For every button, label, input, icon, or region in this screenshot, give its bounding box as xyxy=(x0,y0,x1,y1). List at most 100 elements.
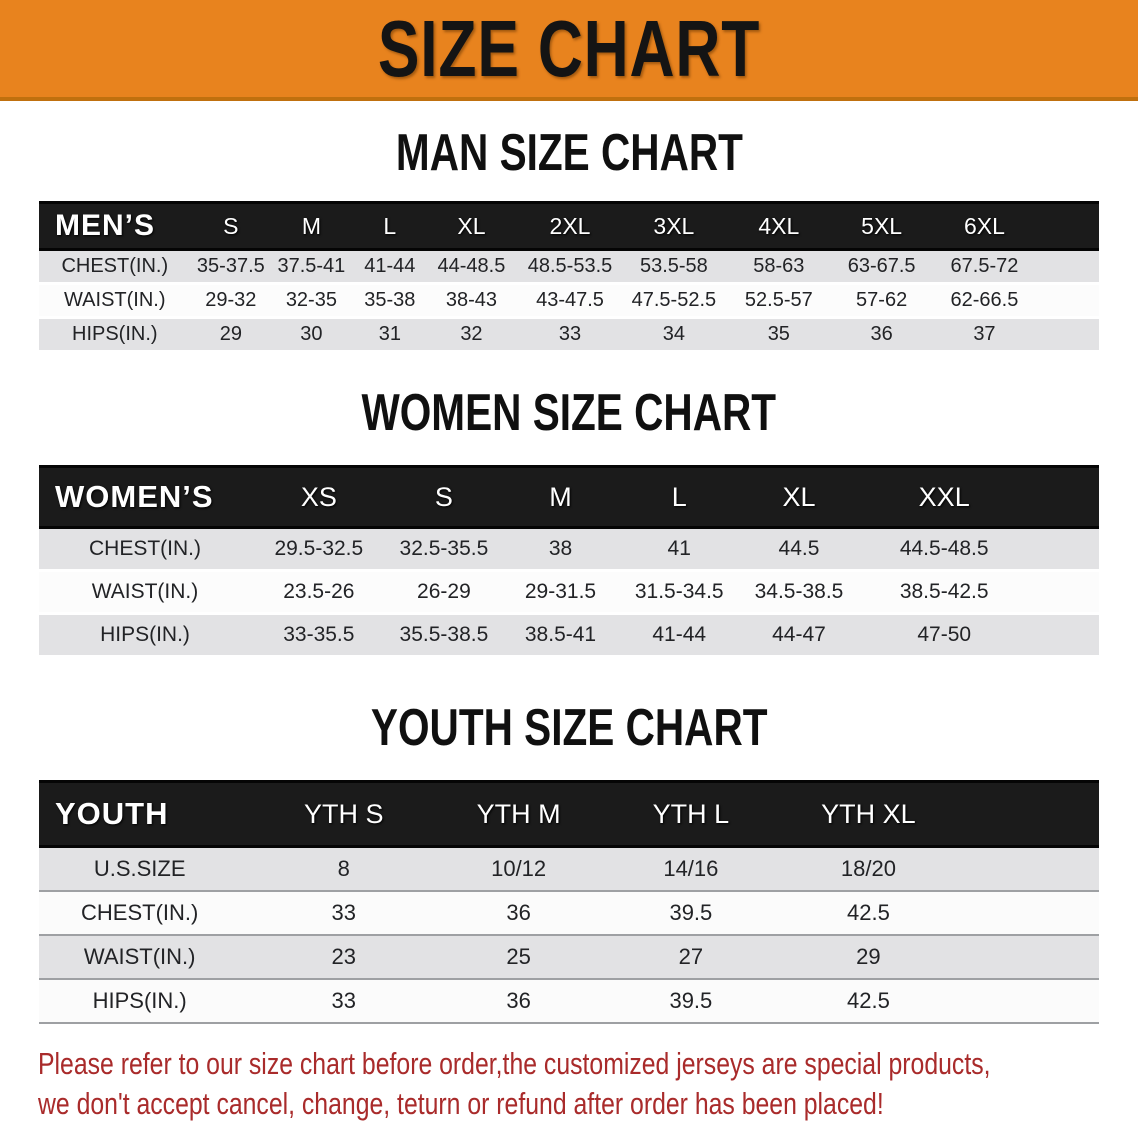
measurement-row-label: CHEST(IN.) xyxy=(39,249,191,285)
size-value: 31.5-34.5 xyxy=(619,570,739,615)
header-filler-cell xyxy=(945,780,1099,848)
size-value: 47-50 xyxy=(859,613,1029,658)
size-column-header: S xyxy=(386,465,502,529)
size-value: 29-31.5 xyxy=(501,570,620,615)
size-header-row: WOMEN’S XS S M L XL XXL xyxy=(39,465,1099,529)
men-section-heading: MAN SIZE CHART xyxy=(0,101,1138,201)
size-column-header: YTH L xyxy=(590,780,792,848)
size-value: 52.5-57 xyxy=(722,283,835,319)
size-value: 32-35 xyxy=(271,283,352,319)
size-value: 10/12 xyxy=(447,845,591,892)
size-value: 26-29 xyxy=(386,570,502,615)
size-chart-banner: SIZE CHART xyxy=(0,0,1138,101)
measurement-row: HIPS(IN.) 33 36 39.5 42.5 xyxy=(39,979,1099,1024)
size-value: 35.5-38.5 xyxy=(386,613,502,658)
size-value: 14/16 xyxy=(590,845,792,892)
size-value: 47.5-52.5 xyxy=(625,283,723,319)
youth-size-table: YOUTH YTH S YTH M YTH L YTH XL U.S.SIZE 8 10/12… xyxy=(39,780,1099,1024)
size-value: 38.5-42.5 xyxy=(859,570,1029,615)
size-value: 41-44 xyxy=(619,613,739,658)
size-value: 23.5-26 xyxy=(251,570,387,615)
size-value: 29 xyxy=(190,317,272,353)
size-value: 29 xyxy=(791,935,946,980)
measurement-row-label: HIPS(IN.) xyxy=(39,613,251,658)
order-disclaimer: Please refer to our size chart before or… xyxy=(0,1024,1138,1139)
row-filler-cell xyxy=(1040,283,1099,319)
size-column-header: YTH S xyxy=(240,780,448,848)
size-value: 35-37.5 xyxy=(190,249,272,285)
size-column-header: M xyxy=(271,201,352,251)
size-column-header: 5XL xyxy=(835,201,929,251)
size-value: 38.5-41 xyxy=(501,613,620,658)
size-value: 32 xyxy=(427,317,515,353)
size-header-row: YOUTH YTH S YTH M YTH L YTH XL xyxy=(39,780,1099,848)
women-section-heading: WOMEN SIZE CHART xyxy=(0,353,1138,465)
size-value: 44-48.5 xyxy=(427,249,515,285)
row-filler-cell xyxy=(1040,249,1099,285)
size-value: 39.5 xyxy=(590,979,792,1024)
measurement-row: HIPS(IN.) 29 30 31 32 33 34 35 36 37 xyxy=(39,317,1099,353)
measurement-row: WAIST(IN.) 29-32 32-35 35-38 38-43 43-47.5 47.… xyxy=(39,283,1099,319)
size-value: 63-67.5 xyxy=(835,249,929,285)
size-value: 37.5-41 xyxy=(271,249,352,285)
measurement-row-label: WAIST(IN.) xyxy=(39,935,241,980)
men-heading-text: MAN SIZE CHART xyxy=(395,124,743,182)
measurement-row-label: CHEST(IN.) xyxy=(39,527,251,572)
measurement-row: WAIST(IN.) 23 25 27 29 xyxy=(39,935,1099,980)
size-value: 43-47.5 xyxy=(514,283,626,319)
size-value: 34 xyxy=(625,317,723,353)
size-value: 36 xyxy=(447,979,591,1024)
size-value: 29-32 xyxy=(190,283,272,319)
row-filler-cell xyxy=(1029,570,1099,615)
size-value: 42.5 xyxy=(791,979,946,1024)
size-value: 57-62 xyxy=(835,283,929,319)
size-value: 33 xyxy=(514,317,626,353)
size-value: 23 xyxy=(240,935,448,980)
page-title: SIZE CHART xyxy=(377,3,761,93)
header-filler-cell xyxy=(1029,465,1099,529)
size-value: 18/20 xyxy=(791,845,946,892)
size-value: 25 xyxy=(447,935,591,980)
women-size-section: WOMEN SIZE CHART WOMEN’S XS S M L XL XXL CHEST(… xyxy=(0,353,1138,658)
size-column-header: XL xyxy=(427,201,515,251)
measurement-row: HIPS(IN.) 33-35.5 35.5-38.5 38.5-41 41-44 44-… xyxy=(39,613,1099,658)
measurement-row: U.S.SIZE 8 10/12 14/16 18/20 xyxy=(39,845,1099,892)
size-value: 42.5 xyxy=(791,891,946,936)
measurement-row-label: CHEST(IN.) xyxy=(39,891,241,936)
size-column-header: XS xyxy=(251,465,387,529)
size-value: 62-66.5 xyxy=(928,283,1041,319)
size-column-header: M xyxy=(501,465,620,529)
size-value: 32.5-35.5 xyxy=(386,527,502,572)
size-value: 29.5-32.5 xyxy=(251,527,387,572)
size-value: 44-47 xyxy=(738,613,860,658)
size-column-header: XXL xyxy=(859,465,1029,529)
size-value: 36 xyxy=(835,317,929,353)
size-column-header: 2XL xyxy=(514,201,626,251)
size-column-header: 3XL xyxy=(625,201,723,251)
size-column-header: XL xyxy=(738,465,860,529)
disclaimer-line-1: Please refer to our size chart before or… xyxy=(38,1046,991,1081)
size-column-header: S xyxy=(190,201,272,251)
men-size-table: MEN’S S M L XL 2XL 3XL 4XL 5XL 6XL CHEST(IN.) 35-37… xyxy=(39,201,1099,353)
size-value: 8 xyxy=(240,845,448,892)
youth-size-section: YOUTH SIZE CHART YOUTH YTH S YTH M YTH L YTH… xyxy=(0,658,1138,1024)
table-group-label: MEN’S xyxy=(39,201,191,251)
size-value: 58-63 xyxy=(722,249,835,285)
size-value: 53.5-58 xyxy=(625,249,723,285)
row-filler-cell xyxy=(1029,613,1099,658)
measurement-row-label: HIPS(IN.) xyxy=(39,317,191,353)
size-header-row: MEN’S S M L XL 2XL 3XL 4XL 5XL 6XL xyxy=(39,201,1099,251)
size-value: 35-38 xyxy=(351,283,428,319)
women-size-table: WOMEN’S XS S M L XL XXL CHEST(IN.) 29.5-32.5 32.5… xyxy=(39,465,1099,658)
measurement-row-label: HIPS(IN.) xyxy=(39,979,241,1024)
size-column-header: 4XL xyxy=(722,201,835,251)
women-heading-text: WOMEN SIZE CHART xyxy=(361,384,777,442)
row-filler-cell xyxy=(1029,527,1099,572)
size-value: 33 xyxy=(240,979,448,1024)
size-value: 31 xyxy=(351,317,428,353)
size-value: 38-43 xyxy=(427,283,515,319)
size-value: 30 xyxy=(271,317,352,353)
measurement-row: CHEST(IN.) 33 36 39.5 42.5 xyxy=(39,891,1099,936)
size-column-header: 6XL xyxy=(928,201,1041,251)
size-value: 34.5-38.5 xyxy=(738,570,860,615)
